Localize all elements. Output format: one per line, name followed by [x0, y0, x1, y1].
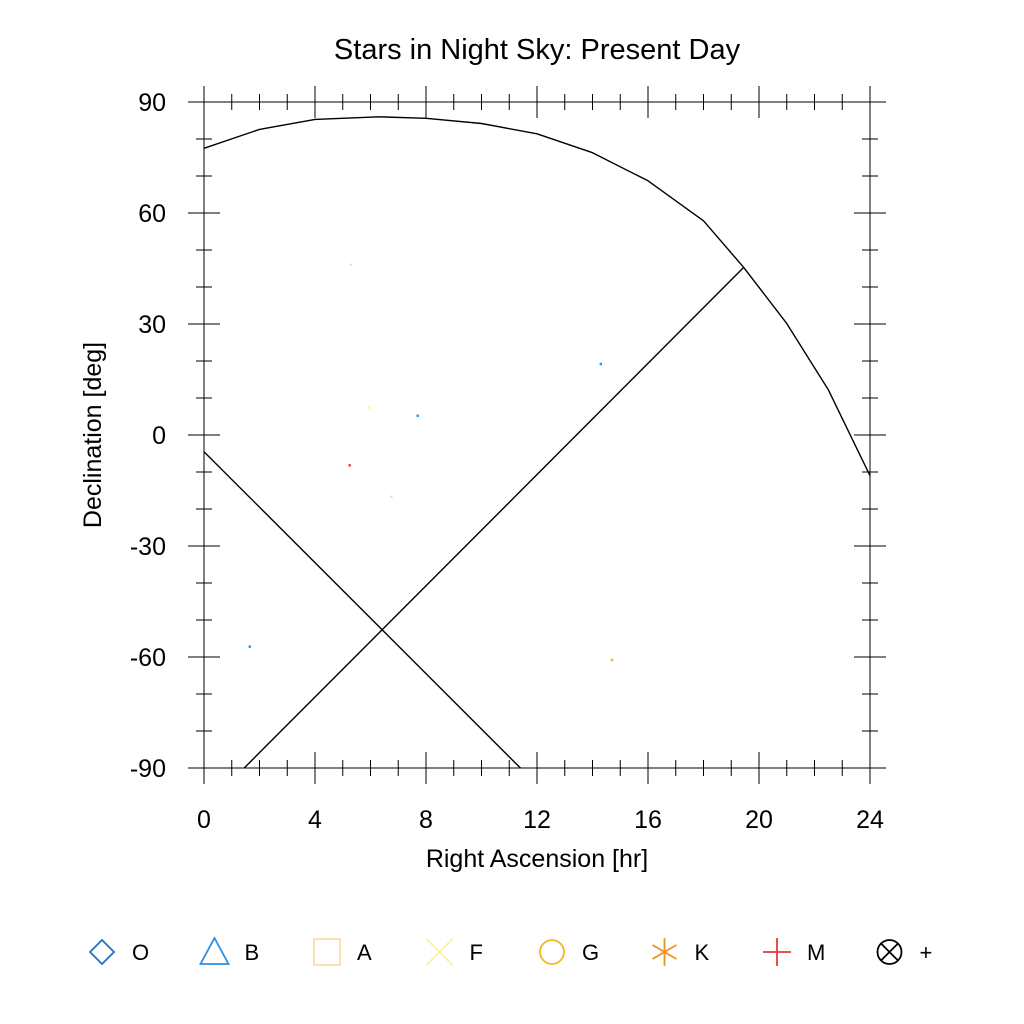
data-points [248, 263, 614, 662]
star-point-B [416, 414, 419, 417]
star-point-F [367, 406, 371, 409]
legend: O B A F G K M + [88, 936, 933, 966]
x-tick-label: 16 [634, 806, 662, 834]
y-tick-labels: 90 60 30 0 -30 -60 -90 [130, 89, 166, 783]
curves [203, 116, 871, 769]
y-tick-label: 90 [138, 89, 166, 117]
x-tick-label: 8 [419, 806, 433, 834]
curve-line-2 [243, 266, 745, 769]
x-tick-label: 0 [197, 806, 211, 834]
legend-label: F [470, 940, 483, 965]
legend-marker-circle-x [876, 939, 903, 965]
y-tick-label: 0 [152, 422, 166, 450]
legend-marker-triangle [198, 936, 231, 965]
star-point-A [390, 495, 393, 498]
star-point-G [610, 658, 614, 662]
plot-area [188, 86, 886, 784]
legend-marker-x [425, 938, 454, 966]
star-point-M [348, 464, 351, 467]
star-point-A [349, 263, 353, 266]
minor-ticks [196, 94, 878, 776]
legend-label: O [132, 940, 149, 965]
y-tick-label: -90 [130, 755, 166, 783]
legend-label: M [807, 940, 825, 965]
curve-line-1 [203, 116, 871, 477]
curve-line-3 [203, 451, 521, 769]
x-tick-label: 24 [856, 806, 884, 834]
x-axis-label: Right Ascension [hr] [426, 845, 648, 873]
y-axis-label: Declination [deg] [79, 342, 107, 528]
chart-title: Stars in Night Sky: Present Day [334, 34, 741, 66]
legend-label: + [920, 940, 933, 965]
x-tick-label: 20 [745, 806, 773, 834]
plot-frame [203, 101, 871, 769]
legend-marker-diamond [88, 938, 116, 966]
x-tick-label: 4 [308, 806, 322, 834]
star-point-B [599, 362, 603, 366]
y-tick-label: -60 [130, 644, 166, 672]
legend-marker-plus [763, 938, 791, 966]
legend-label: K [695, 940, 710, 965]
legend-label: A [357, 940, 372, 965]
legend-marker-square [313, 938, 341, 966]
major-ticks [188, 86, 886, 784]
legend-marker-circle [539, 939, 565, 965]
y-tick-label: -30 [130, 533, 166, 561]
y-tick-label: 30 [138, 311, 166, 339]
y-tick-label: 60 [138, 200, 166, 228]
x-tick-labels: 0 4 8 12 16 20 24 [197, 806, 884, 834]
x-tick-label: 12 [523, 806, 551, 834]
legend-marker-asterisk [652, 938, 677, 966]
star-point-B [248, 645, 251, 648]
legend-label: B [245, 940, 260, 965]
legend-label: G [582, 940, 599, 965]
